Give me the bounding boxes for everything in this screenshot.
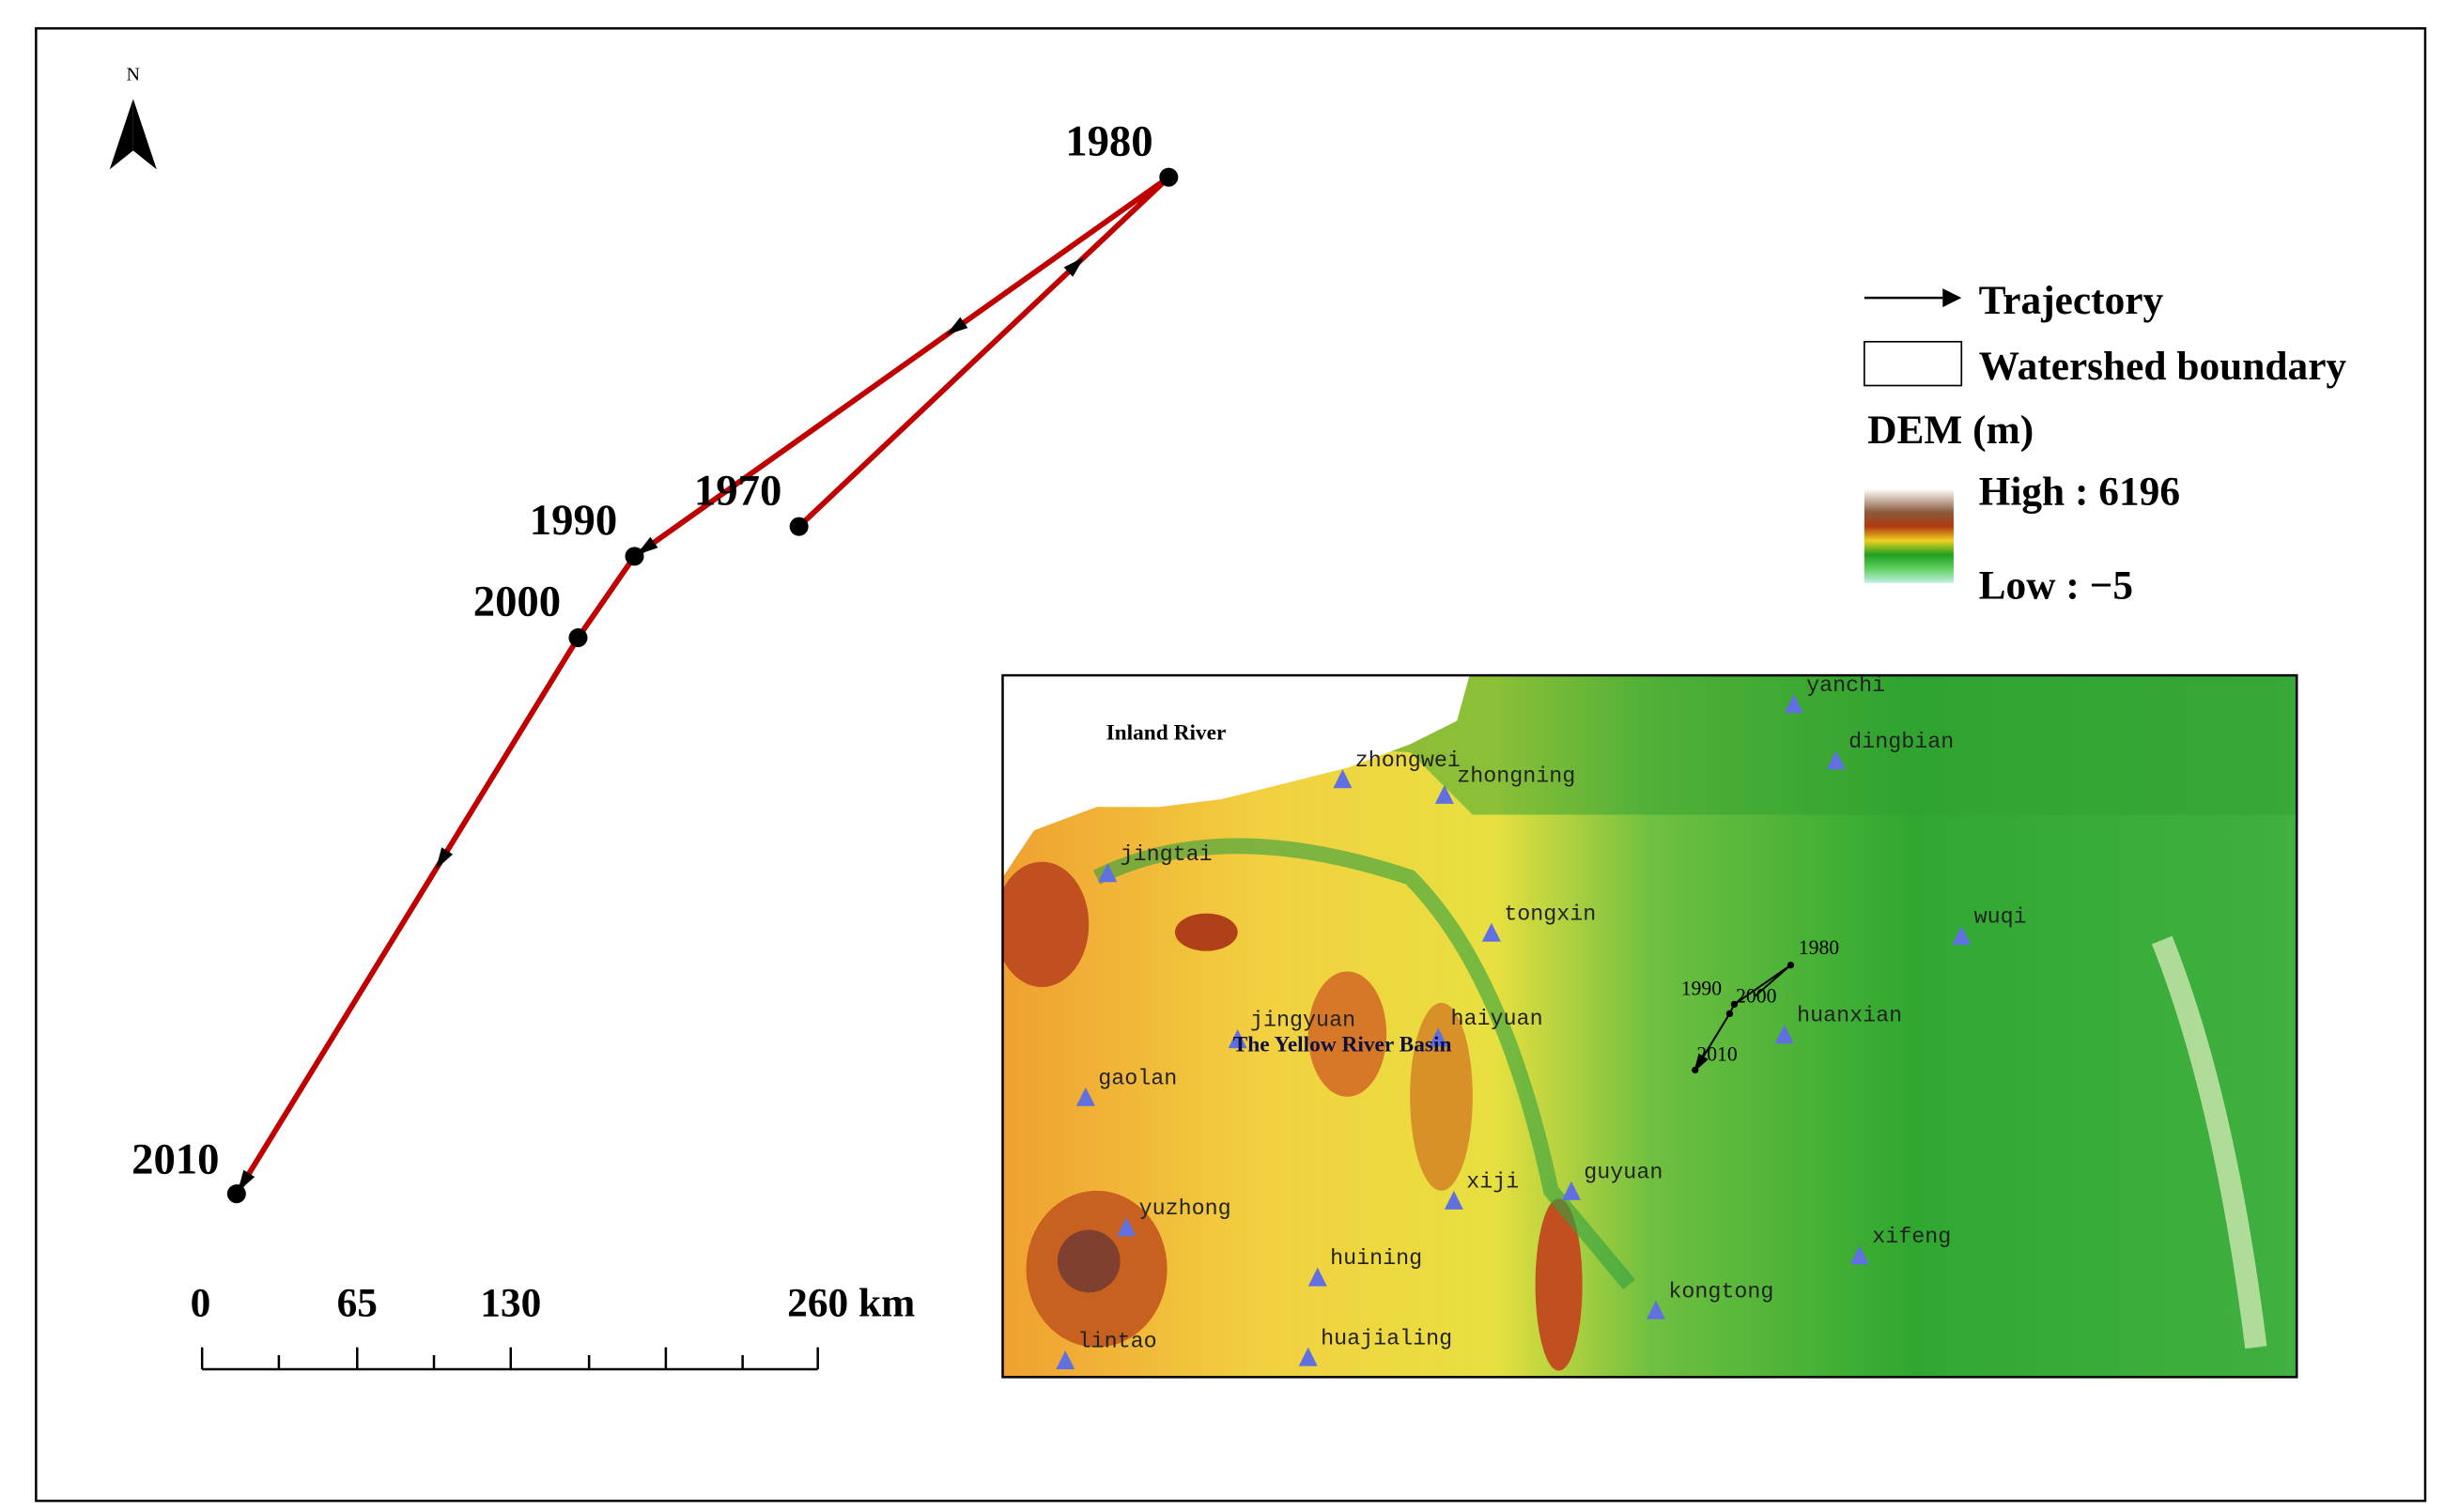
scale-label: 260 (787, 1280, 848, 1325)
trajectory-label: 1970 (694, 466, 781, 515)
inset-trajectory-point (1692, 1066, 1699, 1074)
trajectory-label: 2000 (473, 578, 561, 626)
legend-boundary-swatch (1864, 340, 1963, 387)
inset-trajectory-label: 2010 (1696, 1042, 1738, 1065)
frame (35, 26, 2427, 1503)
station-label: jingyuan (1250, 1010, 1355, 1034)
station-marker (1444, 1190, 1463, 1210)
legend-label: Watershed boundary (1979, 344, 2347, 389)
inset-trajectory-point (1787, 962, 1795, 969)
station-label: xifeng (1872, 1226, 1951, 1250)
station-label: huining (1330, 1247, 1422, 1272)
station-label: yuzhong (1139, 1197, 1231, 1222)
north-arrow (132, 99, 157, 170)
station-marker (1056, 1350, 1075, 1370)
trajectory-point (568, 628, 588, 648)
station-label: yanchi (1806, 674, 1885, 699)
station-marker (1826, 750, 1846, 770)
station-marker (1774, 1025, 1794, 1044)
station-marker (1561, 1180, 1581, 1200)
station-marker (1429, 1027, 1448, 1047)
region-label: The Yellow River Basin (1233, 1032, 1452, 1057)
trajectory-arrow (435, 847, 454, 870)
scale-bar (200, 1347, 819, 1371)
legend-dem-ramp (1864, 488, 1954, 583)
inset-frame (1001, 673, 2298, 1379)
scale-unit: km (858, 1280, 915, 1325)
station-marker (1849, 1245, 1869, 1265)
station-label: lintao (1078, 1331, 1157, 1355)
trajectory-point (789, 517, 809, 536)
station-label: tongxin (1504, 903, 1596, 927)
station-label: dingbian (1848, 731, 1954, 755)
inset-trajectory-point (1725, 1010, 1734, 1018)
station-label: huanxian (1797, 1005, 1902, 1029)
station-label: gaolan (1098, 1067, 1177, 1091)
inset-trajectory-label: 1990 (1681, 977, 1723, 999)
station-marker (1333, 769, 1353, 789)
trajectory-arrow (1063, 256, 1085, 277)
station-marker (1117, 1217, 1137, 1237)
station-marker (1952, 925, 1972, 945)
trajectory-arrow (946, 316, 968, 335)
legend-title: DEM (m) (1867, 408, 2034, 453)
station-marker (1298, 1347, 1318, 1366)
north-arrow (109, 99, 133, 170)
scale-label: 130 (480, 1280, 541, 1325)
inset-terrain (1002, 675, 2297, 1378)
station-label: kongtong (1668, 1280, 1773, 1304)
legend-label: Trajectory (1979, 278, 2164, 323)
station-label: guyuan (1584, 1162, 1663, 1186)
trajectory-point (625, 547, 644, 566)
inset-trajectory-point (1730, 1000, 1739, 1009)
station-marker (1228, 1029, 1247, 1049)
station-label: haiyuan (1451, 1008, 1543, 1032)
station-marker (1307, 1267, 1327, 1287)
station-label: zhongwei (1355, 749, 1461, 774)
map-features: 0 65 130 260 1970 1980 1990 2000 2010 yanchi dingb… (131, 116, 2027, 1370)
legend-trajectory-arrow (1942, 288, 1962, 308)
inset-trajectory-label: 2000 (1736, 985, 1777, 1008)
station-label: wuqi (1974, 906, 2027, 931)
trajectory-point (1159, 167, 1179, 187)
trajectory-label: 1990 (530, 496, 617, 545)
station-marker (1481, 922, 1501, 942)
station-marker (1075, 1087, 1095, 1106)
station-label: jingtai (1121, 843, 1213, 868)
station-marker (1784, 694, 1803, 714)
station-label: huajialing (1321, 1327, 1452, 1351)
region-label: Inland River (1106, 720, 1227, 745)
scale-label: 0 (191, 1280, 211, 1325)
station-marker (1434, 784, 1454, 804)
trajectory-point (226, 1184, 246, 1204)
station-label: xiji (1466, 1171, 1519, 1196)
trajectory-label: 1980 (1065, 116, 1152, 165)
station-marker (1098, 863, 1118, 883)
station-marker (1647, 1300, 1666, 1319)
legend-label: High : 6196 (1979, 469, 2180, 514)
inset-trajectory-label: 1980 (1799, 936, 1840, 959)
scale-label: 65 (337, 1280, 378, 1325)
trajectory-label: 2010 (131, 1135, 219, 1184)
north-label: N (127, 64, 140, 85)
station-label: zhongning (1457, 765, 1575, 790)
legend-label: Low : −5 (1979, 563, 2133, 608)
